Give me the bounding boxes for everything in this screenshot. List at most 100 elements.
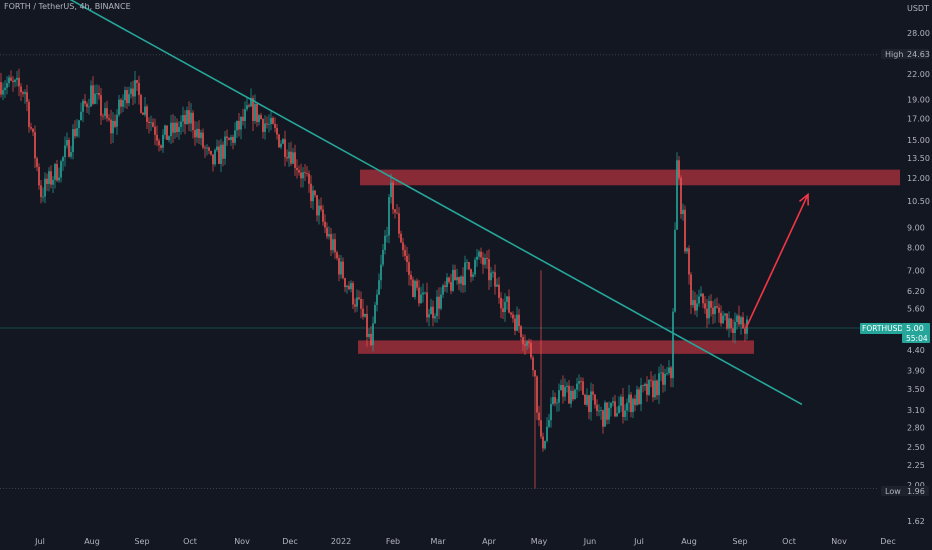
candle-body <box>264 123 266 132</box>
price-axis[interactable]: USDT 28.00 22.00 19.00 17.00 15.00 13.50 12.00 1… <box>907 4 930 526</box>
candle-body <box>506 296 508 302</box>
candle-body <box>440 294 442 309</box>
candle-body <box>530 343 532 358</box>
candle-body <box>628 394 630 403</box>
last-price-value: 5.00 <box>906 324 924 333</box>
candle-body <box>30 127 32 129</box>
candle-body <box>272 117 274 124</box>
candle-body <box>514 318 516 331</box>
candle-body <box>458 277 460 284</box>
candle-body <box>224 136 226 159</box>
candle-body <box>230 137 232 140</box>
candle-body <box>50 171 52 185</box>
candle-body <box>702 293 704 304</box>
candle-body <box>610 402 612 408</box>
candle-body <box>316 195 318 216</box>
candle-body <box>172 122 174 133</box>
candle-body <box>532 357 534 371</box>
candle-body <box>562 385 564 397</box>
candle-body <box>154 126 156 135</box>
candle-body <box>364 313 366 317</box>
symbol-header[interactable]: FORTH / TetherUS, 4h, BINANCE <box>4 2 131 11</box>
candle-body <box>194 130 196 138</box>
candle-body <box>222 144 224 159</box>
candle-body <box>584 394 586 405</box>
candle-body <box>258 115 260 122</box>
candles <box>0 68 748 489</box>
candle-body <box>546 426 548 441</box>
candle-body <box>246 105 248 110</box>
candle-body <box>88 106 90 108</box>
candle-body <box>138 82 140 96</box>
candle-body <box>478 251 480 257</box>
candle-body <box>668 367 670 374</box>
candle-body <box>146 106 148 122</box>
descending-trendline[interactable] <box>36 0 803 406</box>
time-axis[interactable]: Jul Aug Sep Oct Nov Dec 2022 Feb Mar Apr May Jun Jul… <box>34 537 896 546</box>
time-tick-label: Jul <box>633 537 644 546</box>
candle-body <box>14 79 16 82</box>
candle-body <box>732 328 734 333</box>
candle-body <box>414 280 416 297</box>
candle-body <box>10 77 12 81</box>
candle-body <box>104 108 106 116</box>
candle-body <box>220 144 222 164</box>
candle-body <box>624 410 626 417</box>
candle-body <box>162 134 164 148</box>
candle-body <box>382 249 384 265</box>
candle-body <box>666 373 668 374</box>
candle-body <box>728 318 730 329</box>
candle-body <box>504 301 506 313</box>
candle-body <box>32 128 34 133</box>
candle-body <box>340 261 342 275</box>
candle-body <box>156 134 158 141</box>
candle-body <box>384 235 386 250</box>
candle-body <box>200 132 202 139</box>
candle-body <box>288 151 290 159</box>
support-zone[interactable] <box>358 340 754 354</box>
candle-body <box>216 146 218 151</box>
candle-body <box>82 100 84 112</box>
price-tick-label: 9.00 <box>907 223 925 232</box>
candle-body <box>602 410 604 427</box>
candle-body <box>130 88 132 95</box>
candle-body <box>320 205 322 210</box>
time-tick-label: Sep <box>134 537 149 546</box>
candle-body <box>148 121 150 123</box>
candle-body <box>598 410 600 412</box>
candle-body <box>616 413 618 417</box>
candle-body <box>228 138 230 140</box>
candle-body <box>208 147 210 151</box>
candle-body <box>556 402 558 404</box>
candle-body <box>54 164 56 180</box>
candle-body <box>484 257 486 265</box>
candle-body <box>260 115 262 120</box>
candle-body <box>48 171 50 184</box>
candle-body <box>204 147 206 149</box>
candle-body <box>362 308 364 317</box>
candle-body <box>742 317 744 329</box>
candle-body <box>150 122 152 124</box>
candle-body <box>314 190 316 196</box>
resistance-zone[interactable] <box>360 169 900 186</box>
candle-body <box>520 326 522 337</box>
candle-body <box>142 112 144 115</box>
candle-body <box>416 280 418 288</box>
candle-body <box>670 367 672 379</box>
candle-body <box>108 118 110 120</box>
candle-body <box>452 269 454 291</box>
plot-area[interactable] <box>0 0 900 489</box>
candle-body <box>578 381 580 384</box>
candle-body <box>402 242 404 251</box>
candle-body <box>60 161 62 178</box>
candle-body <box>660 372 662 374</box>
candle-body <box>572 390 574 400</box>
candle-body <box>52 179 54 185</box>
candle-body <box>586 395 588 405</box>
candle-body <box>274 123 276 128</box>
projection-arrow[interactable] <box>745 194 809 329</box>
candle-body <box>286 157 288 159</box>
candle-body <box>252 98 254 122</box>
candle-body <box>474 259 476 275</box>
